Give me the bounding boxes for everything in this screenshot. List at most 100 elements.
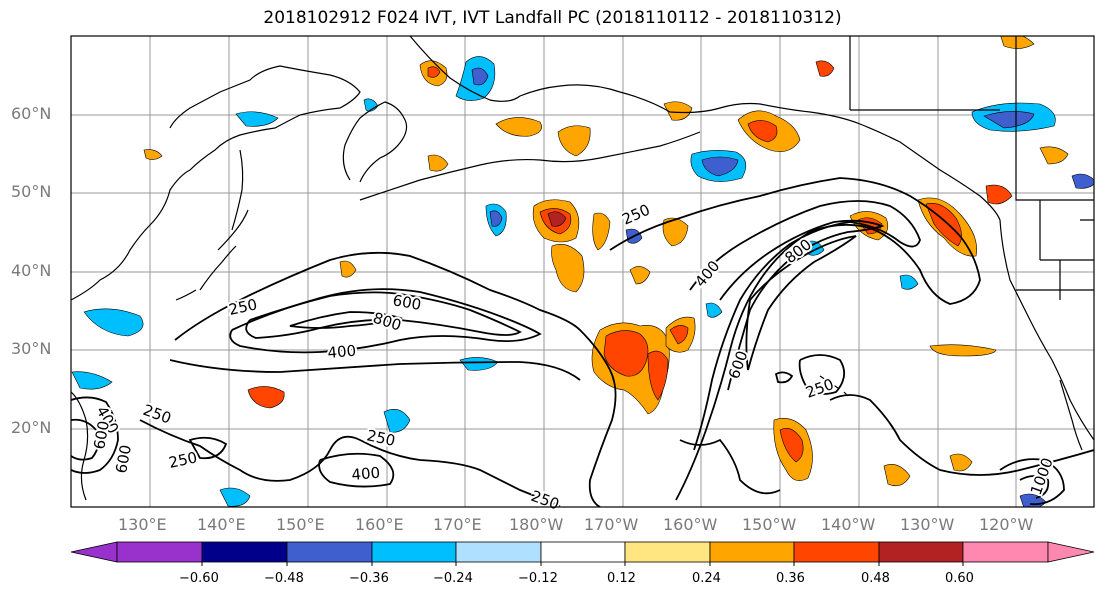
baja-coast bbox=[1059, 379, 1083, 451]
colorbar-tick-label: 0.60 bbox=[945, 571, 974, 586]
pc-patch bbox=[143, 149, 163, 160]
colorbar-swatch bbox=[455, 541, 542, 563]
pc-patch bbox=[427, 66, 441, 78]
lon-label: 140°W bbox=[821, 515, 876, 534]
contour-400-jet bbox=[689, 200, 921, 451]
colorbar-tick-label: −0.24 bbox=[433, 571, 473, 586]
pc-patch bbox=[815, 60, 835, 77]
negative-pc-patches bbox=[71, 56, 1094, 507]
colorbar-tick-label: −0.48 bbox=[264, 571, 304, 586]
contour-label: 250 bbox=[619, 201, 652, 229]
pc-patch bbox=[883, 464, 911, 487]
lat-label: 20°N bbox=[11, 418, 52, 437]
sakhalin-coast bbox=[231, 149, 244, 231]
pc-patch bbox=[603, 330, 649, 377]
pc-patch bbox=[629, 266, 651, 285]
pc-patch bbox=[705, 302, 723, 318]
pc-patch bbox=[949, 453, 973, 472]
contour-800-jet bbox=[745, 235, 857, 371]
pc-patch bbox=[985, 184, 1013, 205]
contour-label: 800 bbox=[371, 309, 404, 335]
pc-patch bbox=[459, 357, 499, 371]
colorbar-swatch bbox=[878, 541, 964, 563]
contour-400 bbox=[229, 288, 542, 354]
lon-label: 140°E bbox=[197, 515, 246, 534]
contour-label: 250 bbox=[803, 375, 836, 402]
colorbar-swatch bbox=[793, 541, 880, 563]
map-frame bbox=[70, 35, 1095, 508]
pc-patch bbox=[899, 274, 919, 290]
pc-patch bbox=[489, 210, 503, 227]
contour-label: 400 bbox=[351, 464, 381, 484]
lon-label: 170°E bbox=[433, 515, 482, 534]
contour-250-sw bbox=[139, 419, 561, 507]
colorbar-swatch bbox=[962, 541, 1049, 563]
lon-label: 130°E bbox=[118, 515, 167, 534]
pc-patch bbox=[669, 325, 689, 345]
pc-patch bbox=[551, 244, 585, 293]
pc-patch bbox=[663, 101, 693, 121]
contour-label: 400 bbox=[691, 257, 723, 291]
kamchatka-coast bbox=[342, 101, 408, 183]
pc-patch bbox=[219, 487, 251, 507]
colorbar-tick-label: −0.36 bbox=[349, 571, 389, 586]
lon-label: 160°E bbox=[355, 515, 404, 534]
lat-label: 40°N bbox=[11, 261, 52, 280]
contour-label: 1000 bbox=[1027, 455, 1057, 497]
colorbar-extend-low bbox=[70, 541, 118, 563]
lat-label: 50°N bbox=[11, 182, 52, 201]
contour-label: 400 bbox=[327, 342, 357, 362]
us-state-lines bbox=[1016, 200, 1094, 300]
contour-250-east bbox=[679, 394, 1094, 495]
contour-label: 250 bbox=[529, 487, 562, 514]
lat-label: 60°N bbox=[11, 104, 52, 123]
colorbar-extend-high bbox=[1047, 541, 1095, 563]
positive-pc-patches bbox=[143, 36, 1069, 487]
contour-label: 600 bbox=[112, 443, 135, 474]
pc-patch bbox=[71, 371, 113, 390]
chart-title: 2018102912 F024 IVT, IVT Landfall PC (20… bbox=[263, 8, 842, 28]
lon-label: 150°W bbox=[742, 515, 797, 534]
lon-label: 150°E bbox=[276, 515, 325, 534]
boundary-canada bbox=[849, 36, 1094, 201]
aleutian-chain bbox=[359, 131, 701, 201]
colorbar-tick-label: 0.24 bbox=[692, 571, 721, 586]
contour-sw-tc bbox=[71, 396, 119, 474]
contour-ne-1000 bbox=[999, 458, 1065, 506]
pc-patch bbox=[383, 409, 411, 433]
pc-patch bbox=[557, 125, 591, 157]
pc-patch bbox=[983, 111, 1035, 129]
colorbar-tick-label: −0.60 bbox=[179, 571, 219, 586]
asia-coast bbox=[71, 65, 361, 301]
contour-250-ne bbox=[798, 354, 846, 395]
contour-250-sw2 bbox=[188, 436, 228, 460]
japan-coast bbox=[175, 209, 249, 301]
contour-250 bbox=[174, 251, 617, 507]
na-west-coast bbox=[999, 219, 1094, 441]
pc-patch bbox=[779, 428, 804, 463]
contour-250-hawaii bbox=[774, 371, 794, 384]
colorbar-swatch bbox=[540, 541, 626, 563]
pc-patch bbox=[1000, 36, 1035, 49]
pc-patch bbox=[495, 117, 542, 137]
alaska-coast bbox=[409, 36, 1001, 221]
pc-patch bbox=[701, 156, 739, 177]
pc-patch bbox=[471, 67, 489, 86]
lat-label: 30°N bbox=[11, 339, 52, 358]
colorbar-swatch bbox=[201, 541, 288, 563]
lon-label: 170°W bbox=[584, 515, 639, 534]
pc-patch bbox=[647, 350, 669, 401]
colorbar-tick-label: 0.12 bbox=[607, 571, 636, 586]
colorbar-swatch bbox=[709, 541, 795, 563]
contour-label: 250 bbox=[167, 448, 199, 472]
lon-label: 130°W bbox=[900, 515, 955, 534]
philippines-coast bbox=[71, 391, 89, 501]
coastlines bbox=[71, 36, 1094, 501]
pc-patch bbox=[592, 212, 611, 251]
contour-label: 250 bbox=[227, 295, 259, 319]
contour-250-south bbox=[169, 359, 581, 381]
contour-label: 600 bbox=[391, 291, 422, 314]
pc-patch bbox=[1039, 146, 1069, 165]
pc-patch bbox=[747, 120, 778, 143]
colorbar-swatch bbox=[286, 541, 373, 563]
